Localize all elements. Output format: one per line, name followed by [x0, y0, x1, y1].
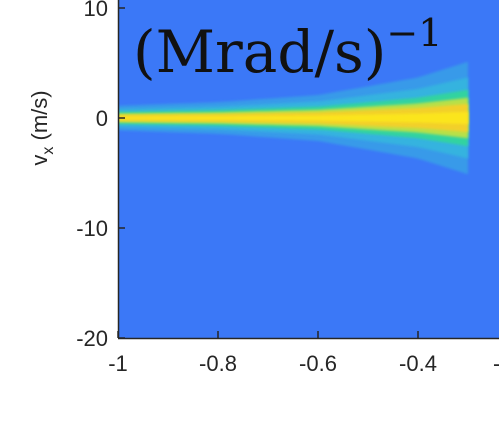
x-tick-label: -0.6	[299, 351, 337, 376]
axes	[117, 0, 499, 340]
x-tick-label: -1	[108, 351, 128, 376]
y-tick-label: 0	[96, 106, 108, 131]
x-tick-label: -0.8	[199, 351, 237, 376]
band-level-5	[118, 111, 468, 125]
annotation-main: (Mrad/s)	[133, 18, 386, 86]
y-tick-label: -20	[76, 326, 108, 351]
y-axis-unit: (m/s)	[27, 90, 52, 146]
y-axis-subscript: x	[40, 147, 57, 155]
x-tick-label-partial: -	[493, 351, 499, 376]
annotation-superscript: −1	[386, 11, 442, 55]
intensity-band	[118, 61, 468, 175]
tick-labels: 10 0 -10 -20-1 -0.8 -0.6 -0.4 -	[76, 0, 499, 376]
plot-area	[118, 0, 499, 338]
y-axis-label: vx (m/s)	[27, 90, 57, 165]
y-tick-label: 10	[84, 0, 108, 21]
unit-annotation: (Mrad/s)−1	[133, 11, 442, 86]
y-tick-label: -10	[76, 216, 108, 241]
y-axis-symbol: v	[27, 155, 52, 166]
x-tick-label: -0.4	[399, 351, 437, 376]
